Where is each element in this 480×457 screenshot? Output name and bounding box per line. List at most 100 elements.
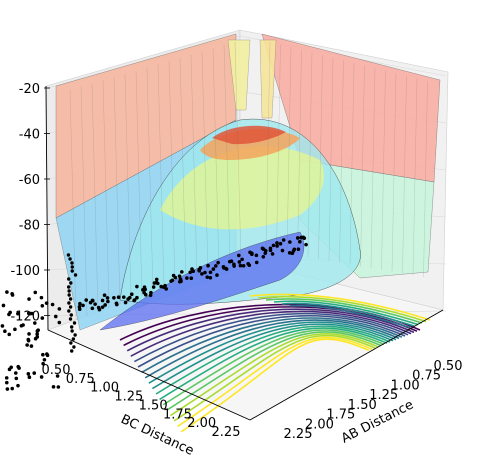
scatter-point <box>33 321 37 325</box>
scatter-point <box>68 305 73 309</box>
surface-mesh-line <box>146 67 154 293</box>
scatter-point <box>27 332 31 336</box>
y-tick-label: 1.00 <box>90 381 119 396</box>
contour-line <box>144 319 400 379</box>
scatter-point <box>0 324 5 328</box>
scatter-point <box>185 276 189 280</box>
scatter-point <box>68 297 73 301</box>
scatter-point <box>70 329 74 333</box>
scatter-point <box>27 375 32 380</box>
scatter-point <box>254 260 259 265</box>
scatter-point <box>213 264 218 268</box>
scatter-point <box>143 292 148 297</box>
scatter-point <box>278 241 283 246</box>
surface-mesh-line <box>157 64 165 289</box>
scatter-point <box>121 295 126 299</box>
surface-mesh-line <box>168 61 176 285</box>
scatter-point <box>129 292 134 297</box>
y-axis-line <box>47 329 251 421</box>
scatter-point <box>55 374 60 378</box>
scatter-point <box>102 293 107 298</box>
scatter-point <box>78 301 82 306</box>
scatter-point <box>67 301 71 305</box>
contour-line <box>126 308 415 352</box>
x-tick-label: 0.50 <box>434 359 463 374</box>
scatter-point <box>295 236 300 240</box>
scatter-point <box>67 309 71 313</box>
scatter-point <box>103 303 107 307</box>
surface-mesh-line <box>381 70 386 270</box>
x-tick-label: 1.00 <box>391 378 420 393</box>
scatter-point <box>142 285 147 289</box>
scatter-point <box>170 278 175 283</box>
surface-mesh-line <box>91 83 99 313</box>
scatter-point <box>135 284 139 289</box>
scatter-point <box>57 320 62 325</box>
surface-mesh-line <box>307 52 313 258</box>
contour-line <box>289 304 411 329</box>
scatter-point <box>302 236 307 240</box>
scatter-point <box>206 263 210 268</box>
scatter-point <box>28 311 33 316</box>
scatter-point <box>296 247 301 252</box>
scatter-point <box>238 263 243 268</box>
surface-mesh-line <box>423 80 428 278</box>
x-axis-ticks: 0.500.751.001.251.501.752.002.25 <box>284 359 463 442</box>
scatter-point <box>56 385 61 389</box>
scatter-point <box>148 293 153 298</box>
scatter-point <box>291 249 296 253</box>
scatter-point <box>105 296 110 300</box>
surface-mesh-line <box>412 78 418 276</box>
surface-mesh-line <box>124 73 132 301</box>
scatter-point <box>35 332 39 336</box>
scatter-point <box>222 266 226 270</box>
scatter-point <box>53 314 58 319</box>
scatter-point <box>36 328 40 332</box>
scatter-point <box>72 321 77 325</box>
z-tick-label: -40 <box>19 128 40 143</box>
scatter-point <box>268 248 273 253</box>
scatter-point <box>114 301 119 306</box>
surface-dome-yellow-band <box>160 146 324 230</box>
scatter-point <box>16 383 20 388</box>
x-tick-label: 0.75 <box>412 369 441 384</box>
x-tick-label: 1.50 <box>348 398 377 413</box>
scatter-point <box>41 352 45 357</box>
y-tick-label: 1.50 <box>139 398 168 413</box>
surface-mesh-line <box>113 77 121 305</box>
surface-mesh-line <box>349 62 355 265</box>
surface-mesh-line <box>318 54 323 260</box>
scatter-point <box>90 306 95 311</box>
z-tick-label: -80 <box>19 219 40 234</box>
scatter-point <box>188 270 193 275</box>
surface-mesh-line <box>391 73 397 272</box>
contour-line <box>257 295 427 323</box>
scatter-point <box>208 275 213 280</box>
scatter-point <box>236 253 241 258</box>
scatter-point <box>68 317 73 321</box>
surface-mesh-line <box>370 67 376 269</box>
z-tick-label: -100 <box>10 264 40 279</box>
contour-line <box>141 317 403 374</box>
scatter-point <box>164 287 169 291</box>
scatter-point <box>13 371 18 375</box>
scatter-point <box>132 298 136 303</box>
scatter-point <box>39 295 44 300</box>
contour-line <box>151 323 394 390</box>
scatter-point <box>27 297 31 301</box>
surface-central-ridge-right <box>259 39 277 119</box>
scatter-point <box>100 305 105 309</box>
scatter-point <box>25 343 29 347</box>
scatter-point <box>1 303 6 308</box>
scatter-point <box>241 263 246 268</box>
scatter-point <box>84 298 89 302</box>
scatter-point <box>90 298 95 303</box>
scatter-point <box>200 272 204 276</box>
scatter-point <box>81 303 85 308</box>
x-tick-label: 1.75 <box>326 408 355 423</box>
x-tick-label: 2.00 <box>305 417 334 432</box>
surface-mesh-line <box>201 51 209 273</box>
scatter-point <box>197 267 202 272</box>
scatter-point <box>128 295 132 300</box>
